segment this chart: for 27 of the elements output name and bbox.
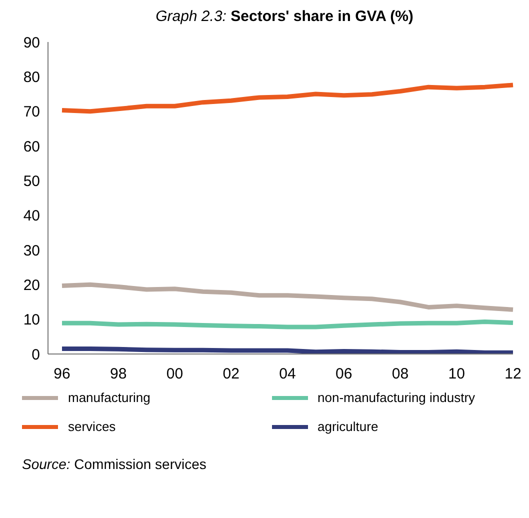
legend-label: non-manufacturing industry xyxy=(318,390,476,405)
legend-label: agriculture xyxy=(318,419,378,434)
source-note: Source: Commission services xyxy=(22,456,206,472)
line-series xyxy=(60,282,516,312)
chart-title: Graph 2.3: Sectors' share in GVA (%) xyxy=(156,8,414,25)
y-tick-label: 20 xyxy=(23,276,40,294)
legend-label: manufacturing xyxy=(68,390,150,405)
y-tick-label: 30 xyxy=(23,242,40,260)
y-tick-label: 40 xyxy=(23,208,40,225)
y-tick-label: 60 xyxy=(23,138,40,156)
x-tick-label: 00 xyxy=(166,366,184,383)
x-tick-label: 06 xyxy=(336,366,352,383)
x-tick-label: 12 xyxy=(504,366,522,383)
x-tick-label: 10 xyxy=(448,366,465,383)
y-tick-label: 50 xyxy=(23,172,40,190)
y-tick-label: 90 xyxy=(23,34,40,52)
legend-label: services xyxy=(68,419,116,434)
y-tick-label: 0 xyxy=(32,346,40,364)
line-series xyxy=(60,82,516,114)
x-tick-label: 04 xyxy=(279,366,296,383)
x-tick-label: 98 xyxy=(110,366,127,383)
y-tick-label: 70 xyxy=(23,104,40,121)
y-tick-label: 10 xyxy=(23,312,40,329)
x-tick-label: 02 xyxy=(222,366,240,383)
y-tick-label: 80 xyxy=(23,68,40,86)
x-tick-label: 08 xyxy=(392,366,409,383)
x-tick-label: 96 xyxy=(54,366,70,383)
